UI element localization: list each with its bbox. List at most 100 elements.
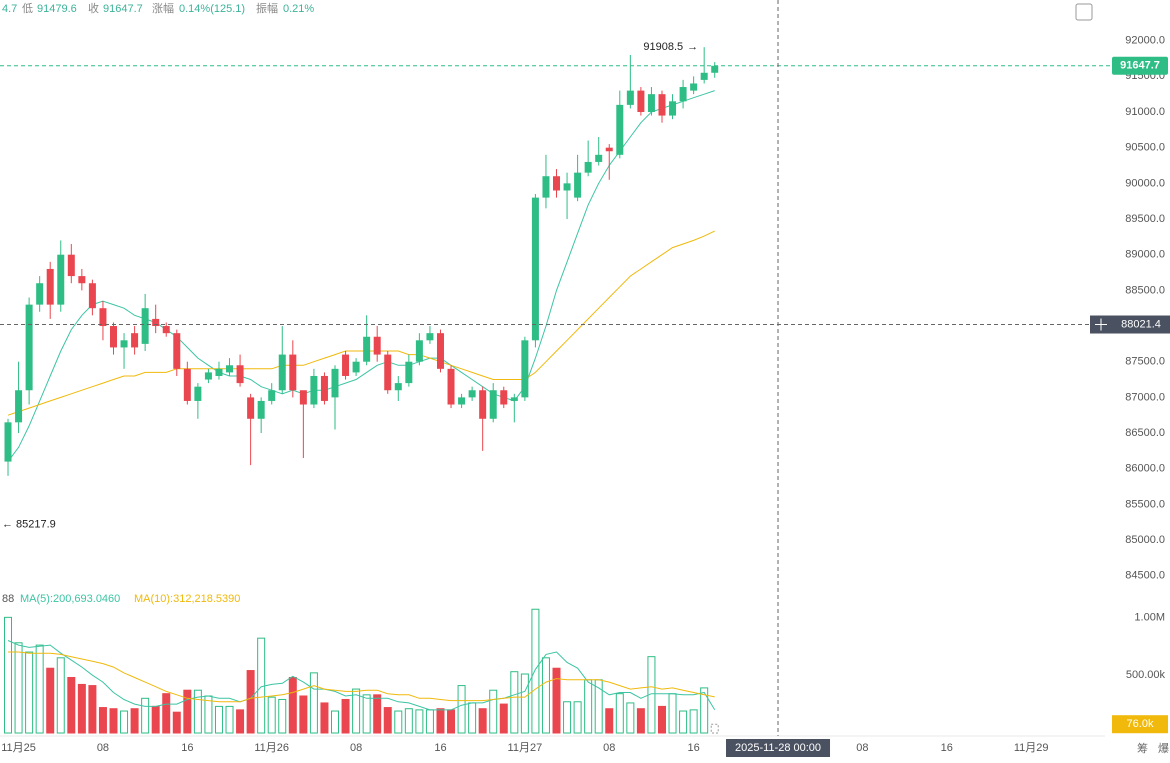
volume-bar	[46, 667, 55, 734]
volume-bar	[77, 683, 86, 734]
max-value: 91908.5	[643, 41, 683, 53]
tool-button[interactable]: 爆	[1158, 741, 1169, 755]
x-tick-label: 16	[688, 742, 700, 754]
candle-body	[57, 254, 65, 305]
tool-button[interactable]: 筹	[1137, 741, 1148, 755]
info-label: 收	[88, 1, 99, 15]
candle-body	[120, 340, 128, 348]
volume-bar	[436, 708, 445, 734]
y-tick-label: 92000.0	[1125, 35, 1165, 47]
candle-body	[173, 333, 181, 369]
volume-bar	[162, 693, 171, 734]
volume-bar	[700, 687, 709, 734]
candle-body	[289, 354, 297, 391]
candle-body	[25, 304, 33, 391]
candle-body	[278, 354, 286, 391]
volume-bar	[341, 698, 350, 734]
volume-bar	[141, 697, 150, 734]
volume-bar	[457, 685, 466, 734]
volume-bar	[615, 693, 624, 734]
volume-bar	[183, 689, 192, 734]
candle-body	[700, 72, 708, 80]
volume-bar	[331, 710, 340, 734]
info-value: 91479.6	[37, 3, 77, 15]
x-tick-label: 11月29	[1014, 742, 1049, 754]
x-tick-label: 11月25	[1, 742, 36, 754]
last-price-label: 91647.7	[1120, 60, 1160, 72]
crosshair-price-box	[1112, 315, 1170, 334]
candle-body	[542, 176, 550, 198]
candle-body	[426, 333, 434, 341]
volume-bar	[478, 708, 487, 734]
volume-bar	[510, 671, 519, 734]
volume-bar	[236, 709, 245, 734]
candle-body	[4, 422, 12, 462]
candle-body	[405, 361, 413, 384]
x-tick-label: 08	[856, 742, 868, 754]
x-tick-label: 16	[941, 742, 953, 754]
info-fragment: 4.7	[2, 3, 17, 15]
candle-body	[415, 340, 423, 362]
candle-body	[500, 390, 508, 405]
info-value: 0.21%	[283, 3, 314, 15]
volume-bar	[109, 708, 118, 734]
max-marker: 91908.5 →	[643, 41, 698, 53]
candle-body	[257, 400, 265, 419]
candle-body	[88, 283, 96, 309]
volume-bar	[214, 705, 223, 734]
candle-body	[711, 65, 719, 73]
candle-body	[616, 104, 624, 155]
candle-body	[531, 197, 539, 341]
y-tick-label: 90500.0	[1125, 142, 1165, 154]
candle-body	[352, 361, 360, 373]
x-tick-label: 08	[350, 742, 362, 754]
y-tick-label: 88500.0	[1125, 284, 1165, 296]
y-tick-label: 89500.0	[1125, 213, 1165, 225]
volume-bar	[541, 657, 550, 734]
volume-legend: MA(10):312,218.5390	[134, 593, 240, 605]
candle-body	[595, 154, 603, 162]
crosshair-time-box	[726, 739, 831, 757]
candle-body	[15, 390, 23, 423]
volume-bar	[4, 616, 13, 734]
volume-bar	[320, 702, 329, 734]
candle-body	[637, 90, 645, 113]
candle-body	[458, 397, 466, 405]
volume-bar	[246, 670, 255, 734]
volume-bar	[98, 707, 107, 734]
info-label: 低	[22, 2, 33, 15]
volume-bar	[172, 711, 181, 734]
last-volume-label: 76.0k	[1127, 718, 1154, 730]
volume-bar	[520, 673, 529, 734]
candle-body	[373, 336, 381, 355]
min-value: 85217.9	[16, 518, 56, 530]
volume-bar	[489, 689, 498, 734]
y-tick-label: 86000.0	[1125, 463, 1165, 475]
candle-body	[141, 308, 149, 344]
volume-legend: MA(5):200,693.0460	[20, 593, 120, 605]
volume-bar	[67, 676, 76, 734]
candle-body	[468, 390, 476, 398]
volume-bar	[225, 705, 234, 734]
min-arrow: ←	[2, 518, 13, 530]
crosshair-price: 88021.4	[1121, 318, 1161, 330]
x-tick-label: 16	[434, 742, 446, 754]
volume-bar	[193, 689, 202, 734]
candle-body	[384, 354, 392, 391]
volume-bar	[657, 705, 666, 734]
volume-ma-line	[8, 651, 715, 703]
volume-bar	[552, 667, 561, 734]
candle-body	[669, 101, 677, 116]
candle-body	[605, 147, 613, 152]
volume-bar	[563, 701, 572, 734]
volume-bar	[309, 672, 318, 734]
volume-bar	[56, 657, 65, 734]
ma-line	[7, 90, 715, 462]
last-price-box	[1112, 56, 1168, 75]
fullscreen-button[interactable]	[1075, 3, 1093, 21]
ma-line	[7, 230, 715, 416]
candle-body	[310, 375, 318, 405]
volume-bar	[25, 651, 34, 734]
